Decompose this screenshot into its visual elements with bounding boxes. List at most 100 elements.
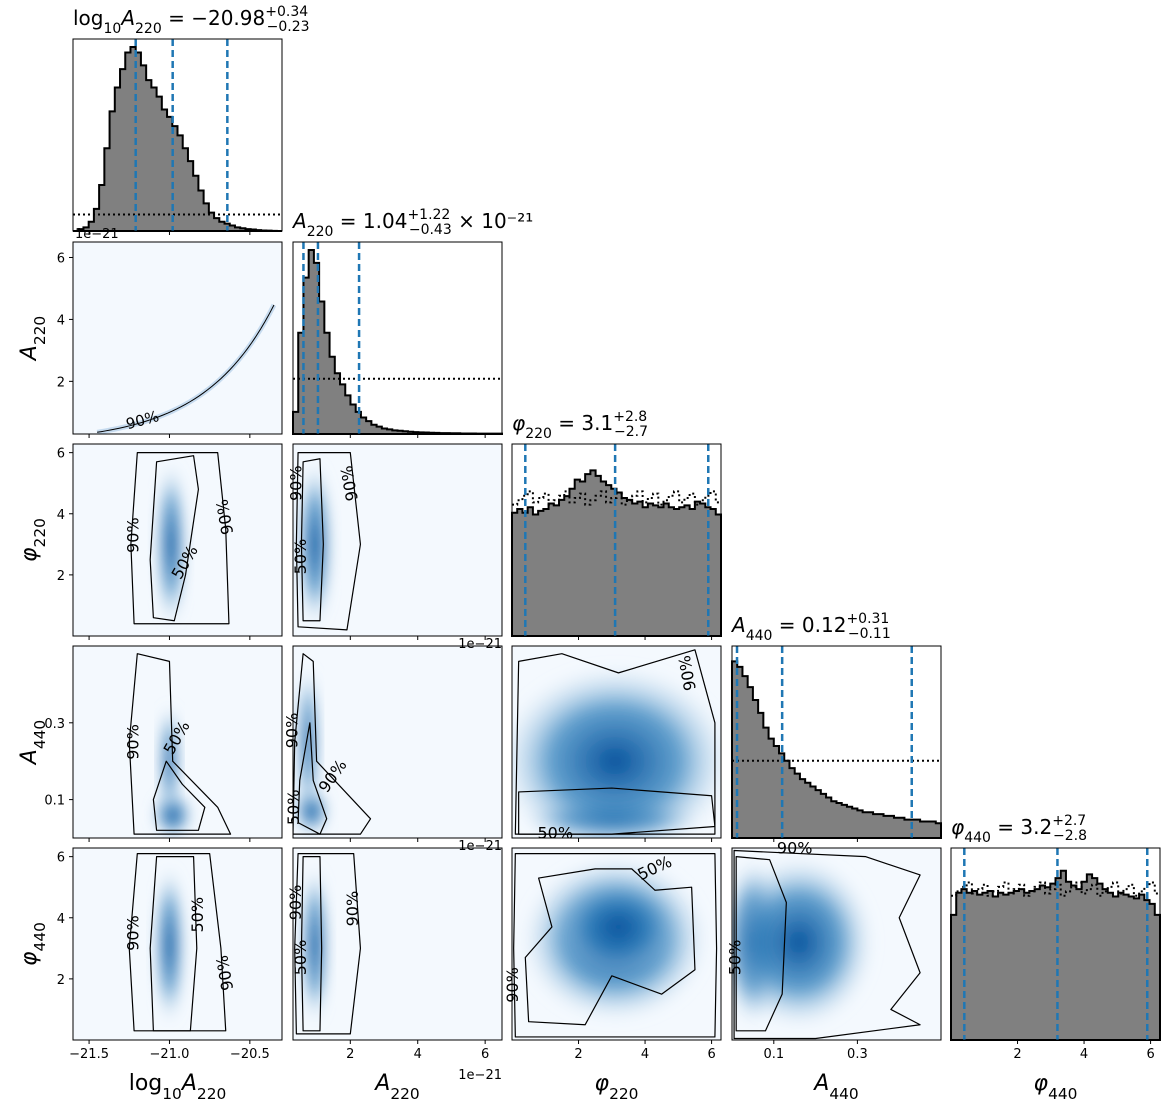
density-blob-1 [512,665,721,838]
contour-90 [293,653,372,835]
y-tick-label: 4 [57,508,65,523]
contour-label-0: 90% [283,713,302,749]
x-tick-label: 2 [1013,1047,1021,1062]
y-axis-label-phi220: φ220 [17,518,49,562]
hist-bars [292,249,503,435]
x-axis-label-A220: A220 [373,1071,419,1103]
density-blob-0 [154,865,184,1025]
density-bg [73,242,282,434]
y-axis-label-A220: A220 [17,316,49,362]
pair-panel-A220-A440: 90%50%90% [283,645,503,839]
y-tick-label: 6 [57,851,65,866]
diag-title-logA220: log10A220 = −20.98+0.34 −0.23 [73,4,310,37]
y-tick-label: 0.3 [44,717,65,732]
contour-50 [300,856,323,1032]
diag-frame [292,241,503,435]
pair-frame [72,847,283,1041]
contour-label-1: 90% [503,967,522,1003]
pair-panel-A440-phi440: 90%50% [726,839,942,1041]
y-tick-label: 4 [57,313,65,328]
pair-panel-logA220-phi440: 90%50%90% [72,847,283,1041]
diag-title-A440: A440 = 0.12+0.31 −0.11 [730,611,891,644]
contour-50 [300,458,324,622]
contour-90 [513,852,718,1038]
prior-hist [512,490,721,506]
pair-frame [292,847,503,1041]
x-tick-label: 0.1 [763,1047,784,1062]
diag-title-phi220: φ220 = 3.1+2.8 −2.7 [512,409,648,442]
offset-label: 1e−21 [458,637,502,652]
diag-title-phi440: φ440 = 3.2+2.7 −2.8 [951,813,1087,846]
hist-bars [73,46,282,232]
pair-frame [511,847,722,1041]
contour-50 [152,760,206,831]
y-tick-label: 6 [57,251,65,266]
pair-panel-phi220-phi440: 50%90% [503,847,722,1041]
density-blob-1 [732,856,875,1028]
pair-frame [511,645,722,839]
x-tick-label: 2 [574,1047,582,1062]
contour-label-0: 50% [537,824,573,843]
contour-90 [128,653,232,835]
contour-90 [514,649,716,835]
density-blob-1 [558,878,679,976]
diag-panel-phi220: φ220 = 3.1+2.8 −2.7 [511,409,722,637]
y-tick-label: 2 [57,569,65,584]
pair-panel-A220-phi220: 90%50%90% [287,443,503,637]
pair-frame [72,241,283,435]
x-tick-label: 4 [1080,1047,1088,1062]
contour-50 [149,856,198,1032]
density-blob-0 [298,461,332,627]
diag-panel-A220: A220 = 1.04+1.22 −0.43 × 10⁻²¹ [291,207,533,435]
contour-label-0: 90% [124,517,143,553]
contour-50 [297,722,328,835]
contour-90 [128,852,227,1032]
diag-panel-phi440: φ440 = 3.2+2.7 −2.8 [950,813,1161,1041]
contour-label-1: 50% [726,940,745,976]
x-tick-label: 6 [1146,1047,1154,1062]
x-tick-label: 4 [414,1047,422,1062]
pair-panel-A220-phi440: 90% 50% 90% [286,847,503,1041]
contour-label-1: 50% [291,539,310,575]
y-tick-label: 0.1 [44,794,65,809]
contour-90 [97,304,275,433]
x-tick-label: −20.5 [230,1047,270,1062]
prior-hist [951,881,1160,897]
contour-50 [735,856,787,1032]
diag-panel-logA220: log10A220 = −20.98+0.34 −0.23 [72,4,310,232]
hist-bars [511,469,722,637]
pair-panel-phi220-A440: 50%90% [511,645,722,843]
pair-frame [72,443,283,637]
x-tick-label: 2 [346,1047,354,1062]
diag-frame [72,38,283,232]
contour-label-0: 90% [287,465,306,501]
y-tick-label: 2 [57,375,65,390]
x-tick-label: 4 [641,1047,649,1062]
density-blob-1 [159,703,180,819]
contour-50 [149,455,199,622]
y-tick-label: 2 [57,973,65,988]
hist-bars [731,660,942,839]
hist-bars [950,869,1161,1041]
contour-50 [518,787,716,835]
contour-90 [733,849,921,1040]
diag-panel-A440: A440 = 0.12+0.31 −0.11 [730,611,942,839]
x-tick-label: −21.5 [69,1047,109,1062]
y-axis-label-phi440: φ440 [17,922,49,966]
y-tick-label: 4 [57,912,65,927]
x-tick-label: 6 [707,1047,715,1062]
x-tick-label: −21.0 [150,1047,190,1062]
contour-label-0: 90% [124,724,143,760]
offset-label: 1e−21 [458,1068,502,1083]
contour-label-0: 90% [286,885,305,921]
contour-label-1: 50% [291,940,310,976]
pair-panel-logA220-phi220: 90%50%90% [72,443,283,637]
x-tick-label: 6 [481,1047,489,1062]
diag-title-A220: A220 = 1.04+1.22 −0.43 × 10⁻²¹ [291,207,533,240]
pair-frame [731,847,942,1041]
pair-panel-logA220-A220: 90% [72,241,283,435]
contour-90 [295,452,362,631]
contour-50 [524,868,696,1026]
x-axis-label-logA220: log10A220 [129,1071,227,1103]
